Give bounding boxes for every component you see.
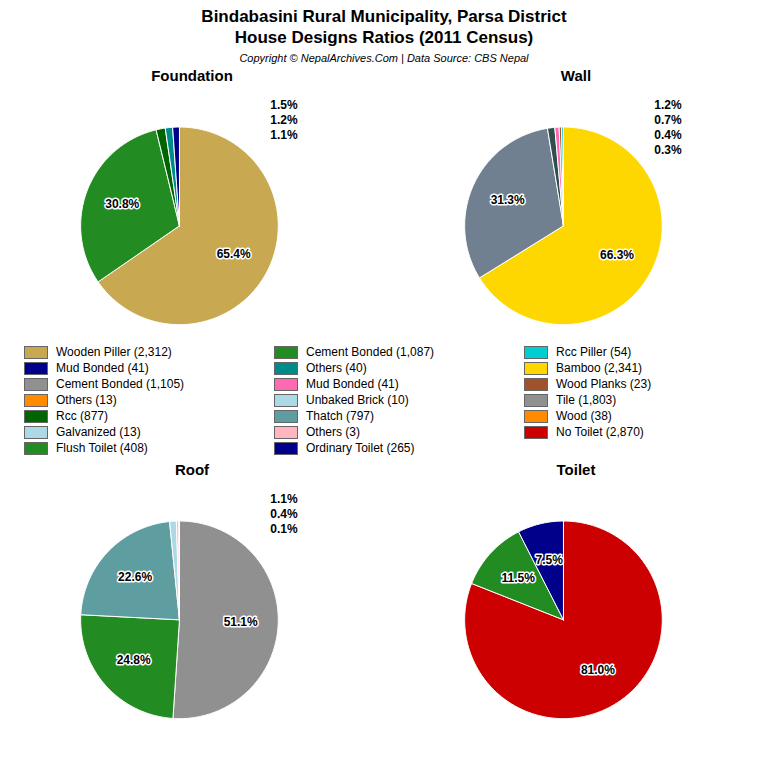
svg-text:1.2%: 1.2% [270,113,298,127]
html-text:Copyright © NepalArchives.Com: Copyright © NepalArchives.Com | Data Sou… [239,52,529,64]
html-text:Others (3): Others (3) [306,425,360,439]
html-text:Ordinary Toilet (265): Ordinary Toilet (265) [306,441,415,455]
svg-text:51.1%: 51.1% [224,615,258,629]
svg-text:7.5%: 7.5% [535,553,563,567]
svg-text:11.5%: 11.5% [501,571,535,585]
html-text:Flush Toilet (408): Flush Toilet (408) [56,441,148,455]
svg-text:0.1%: 0.1% [270,522,298,536]
svg-text:1.1%: 1.1% [270,128,298,142]
html-text:Cement Bonded (1,087): Cement Bonded (1,087) [306,345,435,359]
svg-text:0.4%: 0.4% [270,507,298,521]
svg-text:65.4%: 65.4% [217,247,251,261]
html-text:Thatch (797): Thatch (797) [306,409,374,423]
html-text:Bamboo (2,341): Bamboo (2,341) [556,361,643,375]
html-text:Others (40): Others (40) [306,361,367,375]
html-text:Roof: Roof [174,461,210,478]
html-text:House Designs Ratios (2011 Cen: House Designs Ratios (2011 Census) [234,28,534,47]
svg-text:66.3%: 66.3% [600,248,634,262]
html-text:Others (13): Others (13) [56,393,117,407]
html-text:Mud Bonded (41): Mud Bonded (41) [56,361,149,375]
html-text:Toilet: Toilet [556,461,596,478]
html-text:Wooden Piller (2,312): Wooden Piller (2,312) [56,345,172,359]
svg-text:30.8%: 30.8% [105,197,139,211]
svg-text:1.5%: 1.5% [270,98,298,112]
html-text:Wall: Wall [560,67,592,84]
html-text:Galvanized (13): Galvanized (13) [56,425,141,439]
svg-text:1.2%: 1.2% [654,98,682,112]
svg-text:24.8%: 24.8% [117,653,151,667]
html-text:Rcc (877): Rcc (877) [56,409,108,423]
html-text:Wood (38): Wood (38) [556,409,612,423]
svg-text:81.0%: 81.0% [581,663,615,677]
html-text:Bindabasini Rural Municipality: Bindabasini Rural Municipality, Parsa Di… [201,7,567,26]
html-text:Mud Bonded (41): Mud Bonded (41) [306,377,399,391]
html-text:Foundation: Foundation [151,67,233,84]
svg-text:0.7%: 0.7% [654,113,682,127]
svg-text:1.1%: 1.1% [270,492,298,506]
svg-text:22.6%: 22.6% [118,570,152,584]
html-text:Tile (1,803): Tile (1,803) [556,393,617,407]
html-text:Rcc Piller (54): Rcc Piller (54) [556,345,632,359]
svg-text:0.4%: 0.4% [654,128,682,142]
html-text:No Toilet (2,870): No Toilet (2,870) [556,425,644,439]
html-text:Wood Planks (23): Wood Planks (23) [556,377,652,391]
svg-text:0.3%: 0.3% [654,143,682,157]
html-text:Cement Bonded (1,105): Cement Bonded (1,105) [56,377,185,391]
html-text:Unbaked Brick (10): Unbaked Brick (10) [306,393,409,407]
svg-text:31.3%: 31.3% [491,193,525,207]
